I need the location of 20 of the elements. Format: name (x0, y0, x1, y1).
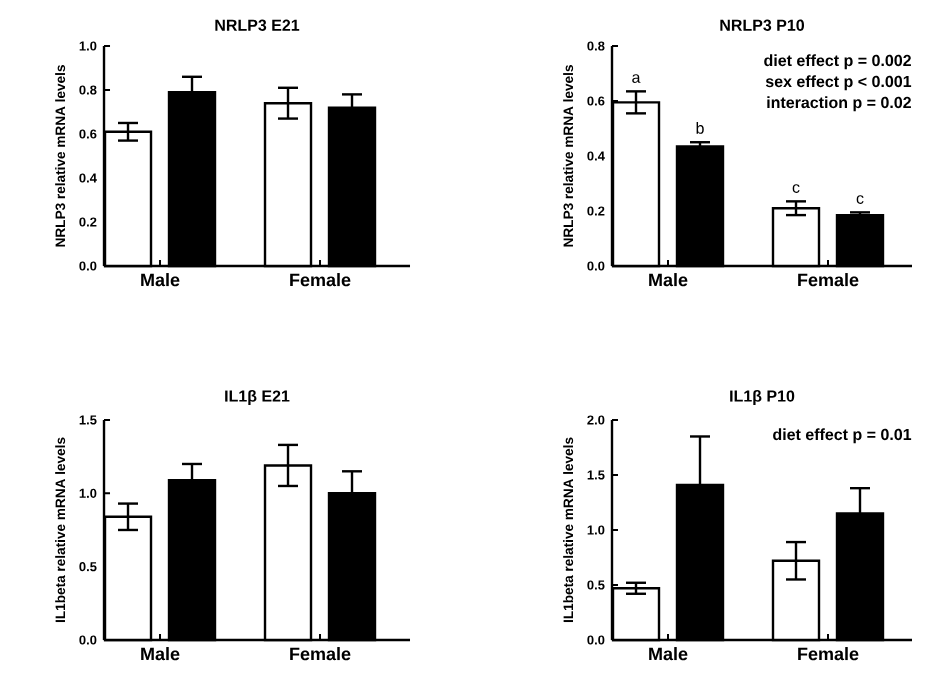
chart-title: IL1β E21 (225, 389, 290, 405)
x-tick-label: Female (290, 273, 351, 287)
annotation: interaction p = 0.02 (767, 96, 911, 112)
x-tick-label: Female (798, 273, 859, 287)
annotation: b (696, 122, 704, 134)
x-tick-label: Female (290, 647, 351, 661)
annotation: a (632, 74, 641, 83)
annotation: c (856, 195, 864, 204)
x-tick-label: Male (649, 273, 688, 287)
x-tick-label: Male (141, 647, 180, 661)
annotation: c (792, 184, 800, 193)
annotation: sex effect p < 0.001 (765, 75, 912, 91)
annotation: diet effect p = 0.002 (764, 54, 911, 70)
chart-title: IL1β P10 (730, 389, 795, 405)
chart-title: NRLP3 P10 (720, 19, 805, 31)
chart-title: NRLP3 E21 (215, 19, 300, 31)
x-tick-label: Female (798, 647, 859, 661)
x-tick-label: Male (649, 647, 688, 661)
x-tick-label: Male (141, 273, 180, 287)
annotation: diet effect p = 0.01 (773, 428, 912, 444)
